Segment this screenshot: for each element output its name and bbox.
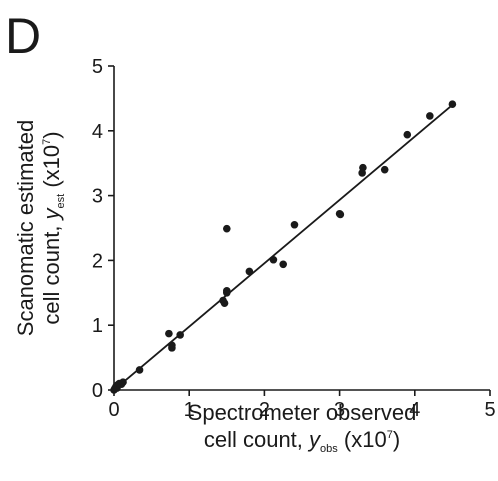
- y-tick-label: 1: [92, 315, 103, 337]
- data-point: [426, 112, 434, 120]
- y-axis-title: Scanomatic estimated cell count, yest (x…: [13, 120, 67, 336]
- x-tick-label: 2: [259, 399, 270, 421]
- x-tick-label: 1: [184, 399, 195, 421]
- axes: [113, 66, 490, 391]
- data-points: [110, 100, 457, 394]
- x-tick-label: 5: [484, 399, 495, 421]
- x-axis-title-line1: Spectrometer observed: [188, 400, 417, 425]
- data-point: [279, 260, 288, 269]
- y-tick-label: 5: [92, 56, 103, 78]
- y-ticks: 0 1 2 3 4 5: [92, 56, 114, 402]
- y-axis-title-line2: cell count, yest (x107): [39, 131, 67, 324]
- y-tick-label: 0: [92, 380, 103, 402]
- data-point: [135, 366, 144, 374]
- data-point: [223, 224, 231, 233]
- data-point: [223, 287, 231, 295]
- y-tick-label: 4: [92, 121, 103, 143]
- panel-label: D: [5, 8, 41, 64]
- data-point: [168, 344, 176, 352]
- data-point: [245, 267, 254, 276]
- data-point: [336, 210, 345, 219]
- data-point: [119, 378, 127, 387]
- data-point: [403, 130, 412, 139]
- x-ticks: 0 1 2 3 4 5: [108, 390, 496, 421]
- data-point: [220, 299, 229, 307]
- y-tick-label: 3: [92, 186, 103, 208]
- data-point: [290, 220, 299, 229]
- fit-line-layer: [113, 104, 453, 391]
- data-point: [176, 331, 184, 339]
- data-point: [165, 329, 173, 338]
- regression-line: [113, 104, 453, 391]
- x-axis-title-line2: cell count, yobs (x107): [204, 427, 400, 455]
- x-tick-label: 4: [409, 399, 420, 421]
- x-tick-label: 0: [108, 399, 119, 421]
- data-point: [359, 163, 367, 172]
- y-tick-label: 2: [92, 250, 103, 272]
- x-tick-label: 3: [334, 399, 345, 421]
- data-point: [448, 100, 457, 109]
- y-axis-title-line1: Scanomatic estimated: [13, 120, 38, 336]
- data-point: [269, 255, 278, 264]
- data-point: [380, 165, 389, 174]
